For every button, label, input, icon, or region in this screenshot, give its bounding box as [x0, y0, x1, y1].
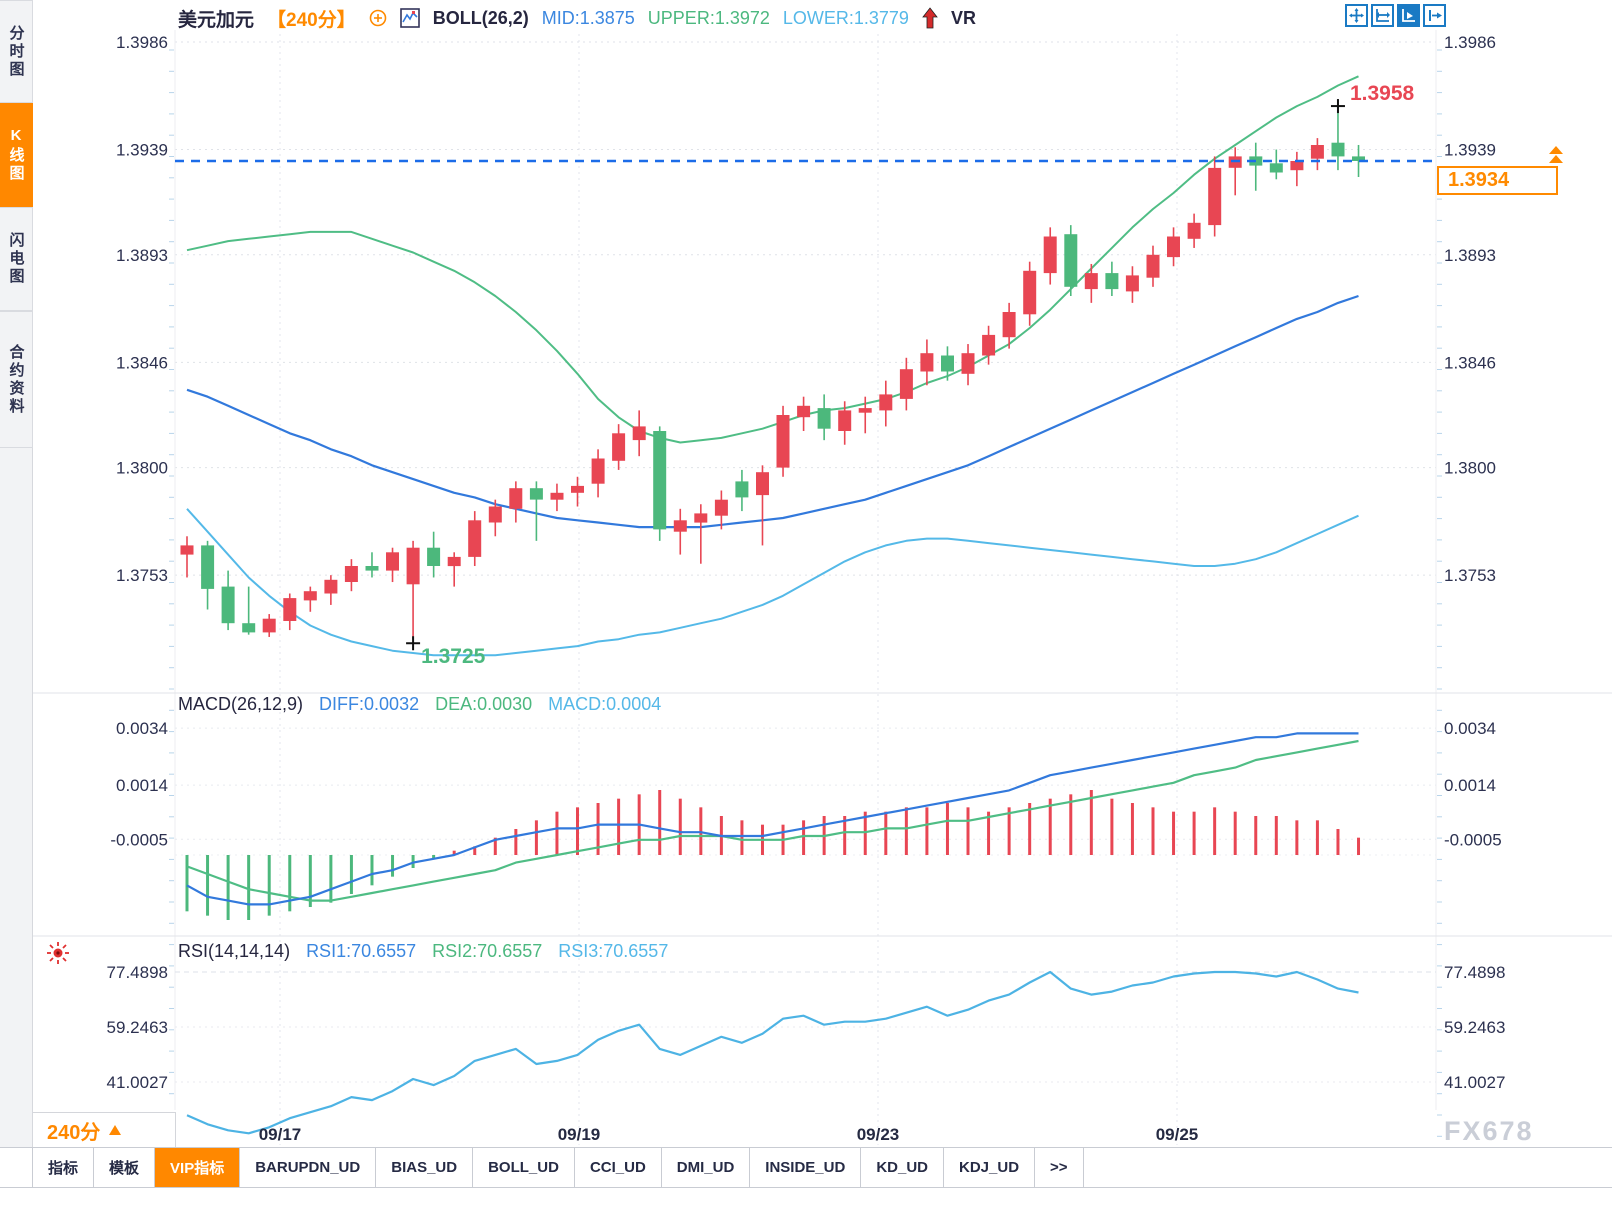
tab-inside-ud[interactable]: INSIDE_UD [750, 1148, 862, 1187]
macd-diff-value: DIFF:0.0032 [319, 694, 420, 714]
macd-title: MACD(26,12,9) [178, 694, 304, 714]
up-arrow-icon [922, 7, 938, 29]
boll-mid-value: MID:1.3875 [541, 7, 635, 28]
alert-sun-icon[interactable] [45, 940, 71, 971]
svg-text:59.2463: 59.2463 [107, 1018, 168, 1037]
tab-indicators[interactable]: 指标 [33, 1148, 95, 1187]
chart-type-sidebar: 分时图 K线图 闪电图 合约资料 [0, 0, 33, 1147]
rsi-pane-header: RSI(14,14,14) RSI1:70.6557 RSI2:70.6557 … [178, 941, 668, 962]
sidebar-item-contract-info[interactable]: 合约资料 [0, 311, 33, 448]
svg-text:1.3800: 1.3800 [116, 459, 168, 478]
rsi-title: RSI(14,14,14) [178, 941, 291, 961]
svg-text:09/25: 09/25 [1156, 1125, 1199, 1144]
svg-text:0.0014: 0.0014 [1444, 776, 1496, 795]
tab-dmi-ud[interactable]: DMI_UD [662, 1148, 751, 1187]
last-price-tag: 1.3934 [1437, 166, 1558, 195]
tab-kdj-ud[interactable]: KDJ_UD [944, 1148, 1036, 1187]
svg-text:1.3800: 1.3800 [1444, 459, 1496, 478]
rsi2-value: RSI2:70.6557 [432, 941, 543, 961]
crosshair-icon[interactable] [1345, 4, 1368, 27]
svg-text:77.4898: 77.4898 [107, 963, 168, 982]
macd-hist-value: MACD:0.0004 [548, 694, 662, 714]
svg-text:1.3939: 1.3939 [1444, 141, 1496, 160]
sidebar-item-flash-chart[interactable]: 闪电图 [0, 207, 33, 311]
watermark: FX678 [1444, 1116, 1534, 1146]
boll-indicator-icon[interactable] [399, 8, 420, 28]
boll-lower-value: LOWER:1.3779 [782, 7, 909, 28]
svg-text:1.3986: 1.3986 [1444, 33, 1496, 52]
svg-text:-0.0005: -0.0005 [1444, 830, 1502, 849]
vr-indicator-label[interactable]: VR [950, 7, 976, 28]
svg-text:1.3846: 1.3846 [1444, 353, 1496, 372]
tab-boll-ud[interactable]: BOLL_UD [473, 1148, 575, 1187]
macd-dea-value: DEA:0.0030 [435, 694, 533, 714]
svg-text:41.0027: 41.0027 [107, 1073, 168, 1092]
tab-kd-ud[interactable]: KD_UD [861, 1148, 945, 1187]
x-axis-scale-icon[interactable] [1371, 4, 1394, 27]
indicator-tab-bar: 指标 模板 VIP指标 BARUPDN_UD BIAS_UD BOLL_UD C… [0, 1147, 1612, 1188]
rsi1-value: RSI1:70.6557 [306, 941, 417, 961]
svg-text:1.3753: 1.3753 [116, 566, 168, 585]
svg-text:1.3725: 1.3725 [421, 645, 486, 668]
sidebar-item-candle-chart[interactable]: K线图 [0, 103, 33, 207]
sidebar-item-time-chart[interactable]: 分时图 [0, 0, 33, 103]
svg-text:09/19: 09/19 [558, 1125, 601, 1144]
tab-more[interactable]: >> [1035, 1148, 1084, 1187]
svg-text:0.0034: 0.0034 [116, 719, 168, 738]
svg-text:77.4898: 77.4898 [1444, 963, 1505, 982]
chart-header: 美元加元 【240分】 BOLL(26,2) MID:1.3875 UPPER:… [178, 4, 976, 32]
add-circle-icon[interactable] [369, 9, 387, 27]
tab-bias-ud[interactable]: BIAS_UD [376, 1148, 474, 1187]
macd-pane-header: MACD(26,12,9) DIFF:0.0032 DEA:0.0030 MAC… [178, 694, 661, 715]
tab-vip-indicators[interactable]: VIP指标 [155, 1148, 241, 1187]
tab-barupdn-ud[interactable]: BARUPDN_UD [240, 1148, 377, 1187]
period-value: 240分 [47, 1121, 101, 1144]
chart-toolbar [1345, 4, 1446, 27]
price-up-arrow-icon [1548, 146, 1564, 171]
pan-right-icon[interactable] [1423, 4, 1446, 27]
svg-text:1.3893: 1.3893 [116, 246, 168, 265]
tab-bar-spacer [0, 1148, 33, 1187]
svg-text:1.3893: 1.3893 [1444, 246, 1496, 265]
svg-text:1.3958: 1.3958 [1350, 82, 1415, 105]
svg-text:09/17: 09/17 [259, 1125, 302, 1144]
svg-text:1.3753: 1.3753 [1444, 566, 1496, 585]
boll-upper-value: UPPER:1.3972 [647, 7, 770, 28]
triangle-up-icon [109, 1125, 122, 1135]
svg-text:09/23: 09/23 [857, 1125, 900, 1144]
period-selector[interactable]: 240分 [33, 1112, 176, 1147]
chart-canvas[interactable]: 1.3986 1.3986 1.3939 1.3939 1.3893 1.3893 1.38… [0, 0, 1612, 1147]
tab-templates[interactable]: 模板 [94, 1148, 156, 1187]
indicator-name[interactable]: BOLL(26,2) [432, 7, 529, 28]
svg-text:41.0027: 41.0027 [1444, 1073, 1505, 1092]
y-axis-scale-icon[interactable] [1397, 4, 1420, 27]
symbol-name: 美元加元 [178, 9, 255, 31]
svg-text:1.3939: 1.3939 [116, 141, 168, 160]
svg-text:1.3846: 1.3846 [116, 353, 168, 372]
rsi3-value: RSI3:70.6557 [558, 941, 669, 961]
svg-text:0.0034: 0.0034 [1444, 719, 1496, 738]
period-label[interactable]: 【240分】 [267, 9, 356, 31]
svg-text:0.0014: 0.0014 [116, 776, 168, 795]
svg-text:59.2463: 59.2463 [1444, 1018, 1505, 1037]
tab-cci-ud[interactable]: CCI_UD [575, 1148, 662, 1187]
svg-text:1.3986: 1.3986 [116, 33, 168, 52]
svg-text:-0.0005: -0.0005 [110, 830, 168, 849]
